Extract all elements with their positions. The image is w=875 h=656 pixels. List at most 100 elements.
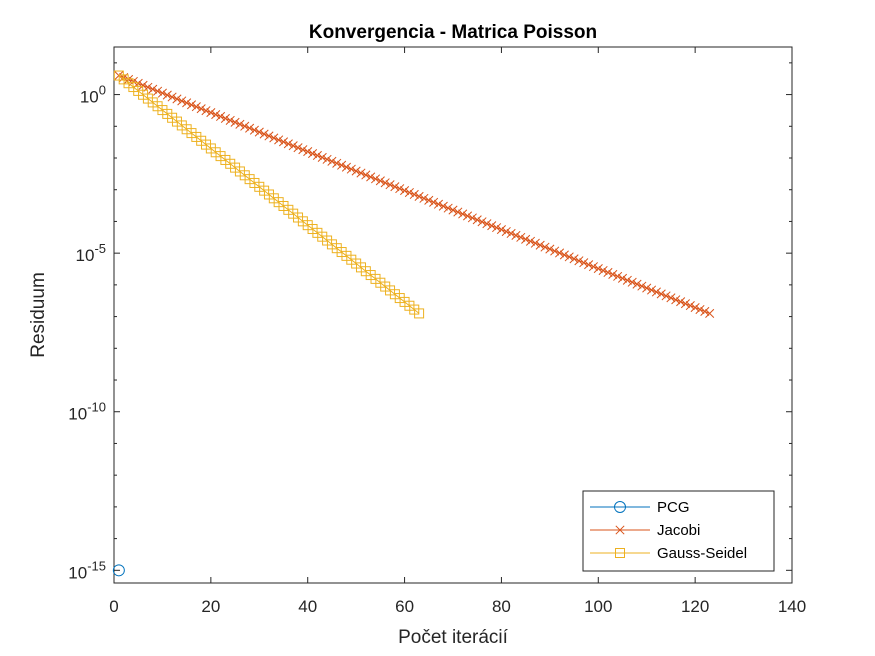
data-point <box>390 182 400 192</box>
y-tick-label: 10-10 <box>68 400 106 424</box>
data-point <box>433 199 444 209</box>
data-point <box>254 127 264 137</box>
data-point <box>308 148 318 159</box>
data-point <box>298 145 308 155</box>
data-point <box>695 304 705 315</box>
data-point <box>574 256 584 266</box>
data-point <box>249 125 259 135</box>
data-point <box>593 264 603 274</box>
data-point <box>230 117 240 127</box>
data-point <box>317 152 327 162</box>
data-point <box>346 164 356 174</box>
data-point <box>588 262 598 272</box>
data-point <box>196 104 206 114</box>
y-tick-label: 10-5 <box>76 241 106 265</box>
data-point <box>211 109 221 120</box>
data-point <box>191 102 201 112</box>
data-point <box>487 221 497 231</box>
data-point <box>535 240 545 250</box>
data-point <box>569 254 579 264</box>
series-pcg <box>112 564 125 577</box>
x-tick-label: 100 <box>584 597 612 616</box>
data-point <box>351 166 361 176</box>
data-point <box>225 115 235 125</box>
data-point <box>404 187 414 198</box>
data-point <box>525 236 536 246</box>
data-point <box>380 178 390 188</box>
data-point <box>521 234 531 244</box>
data-point <box>622 275 632 285</box>
x-axis: 0 20 40 60 80 100 120 140 <box>109 47 806 616</box>
data-point <box>705 308 715 318</box>
legend-label: Jacobi <box>657 522 700 539</box>
data-point <box>138 80 148 90</box>
y-tick-label: 100 <box>80 83 106 107</box>
y-axis-label: Residuum <box>28 272 49 358</box>
series-jacobi <box>114 70 715 318</box>
data-point <box>559 250 569 260</box>
data-point <box>245 123 255 133</box>
data-point <box>337 160 347 170</box>
data-point <box>361 170 371 180</box>
data-point <box>467 213 477 223</box>
data-point <box>492 223 502 233</box>
data-point <box>186 100 197 110</box>
data-point <box>506 228 516 239</box>
data-point <box>419 193 429 203</box>
data-point <box>278 137 289 147</box>
x-tick-label: 120 <box>681 597 709 616</box>
data-point <box>259 129 269 139</box>
data-point <box>680 299 691 309</box>
plot-area <box>112 70 715 577</box>
data-point <box>370 174 381 184</box>
legend-label: Gauss-Seidel <box>657 545 747 562</box>
data-point <box>341 162 352 172</box>
data-point <box>627 277 637 287</box>
data-point <box>429 197 439 207</box>
data-point <box>274 135 284 145</box>
data-point <box>453 207 463 217</box>
x-tick-label: 20 <box>201 597 220 616</box>
data-point <box>690 303 700 313</box>
data-point <box>462 211 473 221</box>
legend-marker <box>615 525 625 535</box>
data-point <box>414 191 424 201</box>
data-point <box>167 92 177 102</box>
data-point <box>545 244 555 254</box>
data-point <box>584 260 594 270</box>
x-axis-label: Počet iterácií <box>398 627 509 648</box>
data-point <box>608 269 618 279</box>
data-point <box>424 195 434 205</box>
data-point <box>700 306 710 317</box>
data-point <box>617 273 628 283</box>
x-tick-label: 140 <box>778 597 806 616</box>
data-point <box>579 258 589 268</box>
data-point <box>540 242 550 252</box>
data-point <box>206 108 216 118</box>
data-point <box>269 133 279 143</box>
data-point <box>293 143 303 153</box>
data-point <box>516 232 526 242</box>
data-point <box>472 215 482 225</box>
data-point <box>148 84 158 94</box>
data-point <box>613 271 623 281</box>
data-point <box>182 98 192 108</box>
legend: PCG Jacobi Gauss-Seidel <box>582 490 775 572</box>
data-point <box>400 186 410 196</box>
legend-marker <box>614 501 626 513</box>
data-point <box>438 201 448 211</box>
legend-item-pcg: PCG <box>590 499 690 516</box>
data-point <box>220 113 230 123</box>
data-point <box>414 308 425 319</box>
data-point <box>598 265 608 276</box>
data-point <box>637 281 647 291</box>
data-point <box>322 154 332 164</box>
data-point <box>215 111 226 122</box>
data-point <box>666 293 676 303</box>
data-point <box>651 287 661 297</box>
data-point <box>482 219 492 229</box>
data-point <box>647 285 657 295</box>
data-point <box>264 131 274 141</box>
data-point <box>676 297 686 307</box>
